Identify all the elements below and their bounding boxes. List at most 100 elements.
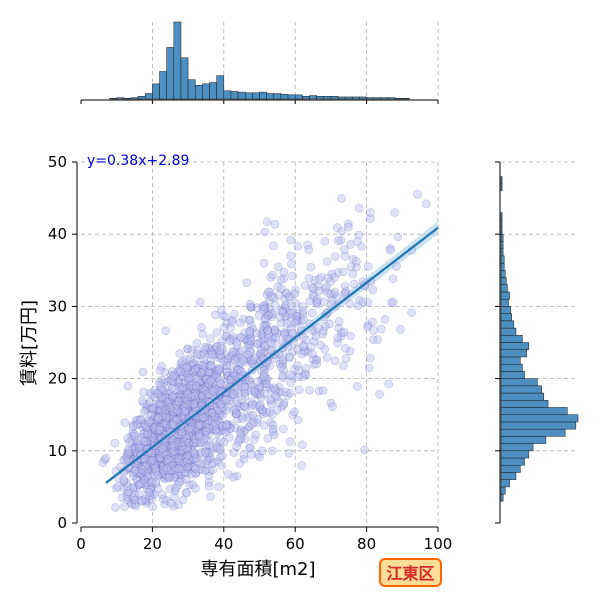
- scatter-point: [182, 396, 192, 406]
- scatter-point: [133, 442, 143, 452]
- scatter-point: [159, 443, 168, 453]
- scatter-point: [164, 469, 174, 479]
- scatter-point: [181, 378, 190, 387]
- scatter-point: [181, 438, 191, 447]
- right-hist-bar: [500, 392, 545, 401]
- scatter-point: [149, 423, 159, 433]
- scatter-point: [189, 454, 198, 464]
- scatter-point: [221, 312, 230, 322]
- top-hist-bar: [145, 93, 153, 100]
- scatter-point: [219, 323, 229, 332]
- scatter-point: [196, 367, 206, 377]
- scatter-point: [239, 382, 248, 392]
- scatter-point: [168, 466, 177, 475]
- scatter-point: [170, 448, 180, 458]
- right-hist-bar: [500, 255, 505, 264]
- scatter-point: [205, 404, 215, 413]
- scatter-point: [146, 460, 156, 470]
- scatter-point: [283, 391, 292, 400]
- scatter-point: [332, 223, 342, 232]
- scatter-point: [331, 252, 340, 261]
- scatter-point: [262, 310, 272, 320]
- scatter-point: [268, 427, 278, 437]
- scatter-point: [288, 347, 297, 357]
- scatter-point: [245, 378, 255, 387]
- scatter-point: [206, 346, 215, 356]
- scatter-point: [218, 345, 227, 355]
- right-hist-bar: [500, 277, 507, 285]
- scatter-point: [253, 339, 262, 348]
- scatter-point: [264, 311, 273, 320]
- scatter-point: [264, 295, 274, 305]
- scatter-point: [187, 398, 197, 408]
- scatter-point: [193, 414, 202, 424]
- scatter-point: [294, 385, 304, 395]
- scatter-point: [190, 422, 200, 431]
- scatter-point: [175, 402, 184, 412]
- scatter-point: [192, 457, 202, 467]
- scatter-point: [280, 329, 290, 338]
- scatter-point: [159, 448, 168, 457]
- scatter-point: [334, 317, 344, 326]
- scatter-point: [281, 387, 291, 397]
- scatter-point: [140, 457, 150, 466]
- scatter-point: [246, 303, 255, 312]
- scatter-point: [189, 389, 199, 398]
- scatter-point: [130, 431, 140, 441]
- scatter-point: [245, 410, 255, 420]
- scatter-point: [293, 345, 303, 354]
- scatter-point: [195, 464, 205, 474]
- scatter-point: [154, 425, 164, 435]
- scatter-point: [168, 376, 177, 386]
- scatter-point: [210, 384, 220, 393]
- scatter-point: [163, 448, 172, 458]
- scatter-point: [194, 438, 204, 448]
- scatter-point: [163, 393, 173, 403]
- scatter-point: [291, 311, 301, 321]
- scatter-point: [167, 435, 177, 444]
- scatter-point: [101, 453, 111, 463]
- scatter-point: [194, 419, 204, 429]
- scatter-point: [230, 386, 240, 395]
- scatter-point: [319, 326, 328, 336]
- scatter-point: [171, 435, 181, 444]
- right-hist-bar: [500, 320, 515, 329]
- y-tick-label: 10: [48, 442, 67, 460]
- scatter-point: [187, 439, 196, 449]
- scatter-point: [298, 306, 308, 316]
- scatter-point: [159, 465, 168, 475]
- scatter-point: [256, 330, 266, 339]
- scatter-point: [232, 337, 241, 347]
- scatter-point: [267, 338, 276, 348]
- scatter-point: [162, 465, 171, 475]
- scatter-point: [183, 369, 193, 379]
- scatter-point: [252, 389, 261, 399]
- scatter-point: [184, 369, 193, 379]
- scatter-point: [151, 451, 161, 460]
- scatter-point: [198, 395, 207, 405]
- top-hist-bar: [152, 83, 160, 100]
- scatter-point: [309, 336, 319, 346]
- scatter-point: [280, 311, 290, 321]
- scatter-point: [199, 366, 208, 376]
- right-hist-bar: [500, 183, 503, 192]
- scatter-point: [166, 375, 176, 384]
- scatter-point: [156, 417, 166, 426]
- scatter-point: [163, 454, 172, 464]
- scatter-point: [231, 352, 241, 362]
- scatter-point: [163, 446, 173, 456]
- scatter-point: [224, 402, 233, 412]
- scatter-point: [172, 402, 182, 411]
- x-tick-label: 60: [286, 535, 305, 553]
- scatter-point: [152, 453, 161, 463]
- scatter-point: [264, 287, 273, 297]
- scatter-point: [246, 380, 256, 390]
- scatter-point: [313, 281, 323, 291]
- scatter-point: [277, 306, 286, 316]
- scatter-point: [162, 421, 171, 431]
- scatter-point: [262, 217, 272, 226]
- scatter-point: [162, 381, 172, 391]
- scatter-point: [204, 368, 214, 378]
- scatter-point: [207, 350, 217, 360]
- scatter-point: [222, 422, 232, 432]
